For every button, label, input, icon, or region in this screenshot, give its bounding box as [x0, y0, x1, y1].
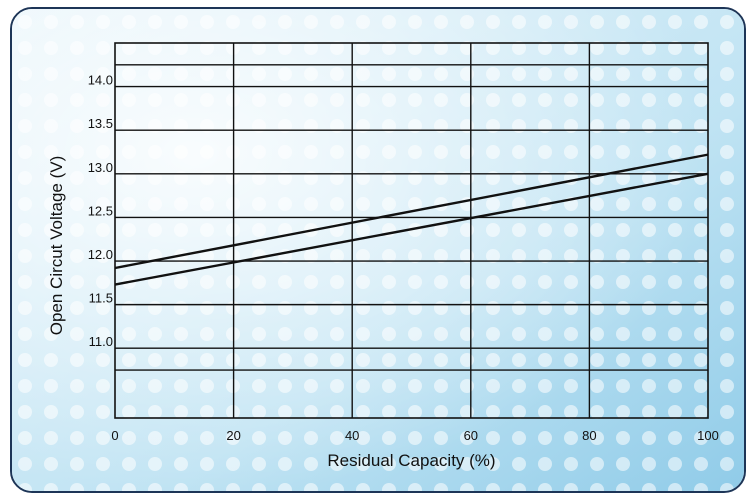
- plot-border: [114, 42, 709, 419]
- data-series: [114, 153, 709, 286]
- y-tick-label: 11.0: [89, 334, 113, 349]
- x-tick-label: 100: [697, 428, 719, 443]
- series-line-1: [114, 153, 709, 270]
- y-tick-labels: 11.0 11.5 12.0 12.5 13.0 13.5 14.0: [88, 73, 113, 350]
- y-tick-label: 13.5: [88, 116, 113, 131]
- y-tick-label: 12.5: [88, 203, 113, 218]
- y-tick-label: 14.0: [88, 73, 113, 88]
- x-tick-labels: 0 20 40 60 80 100: [111, 428, 718, 443]
- y-tick-label: 11.5: [89, 291, 113, 306]
- series-line-2: [114, 172, 709, 286]
- x-tick-label: 40: [345, 428, 359, 443]
- x-tick-label: 80: [582, 428, 596, 443]
- grid-lines: [114, 42, 709, 419]
- x-tick-label: 0: [111, 428, 118, 443]
- y-tick-label: 12.0: [88, 247, 113, 262]
- x-tick-label: 20: [226, 428, 240, 443]
- x-axis-label: Residual Capacity (%): [327, 451, 495, 470]
- chart-frame: 0 20 40 60 80 100 11.0 11.5 12.0 12.5 13.0 13.5 14.…: [10, 7, 746, 493]
- x-tick-label: 60: [464, 428, 478, 443]
- y-tick-label: 13.0: [88, 160, 113, 175]
- y-axis-label: Open Circut Voltage (V): [47, 156, 66, 336]
- voltage-capacity-chart: 0 20 40 60 80 100 11.0 11.5 12.0 12.5 13.0 13.5 14.…: [12, 9, 744, 491]
- background-wash: [12, 9, 744, 491]
